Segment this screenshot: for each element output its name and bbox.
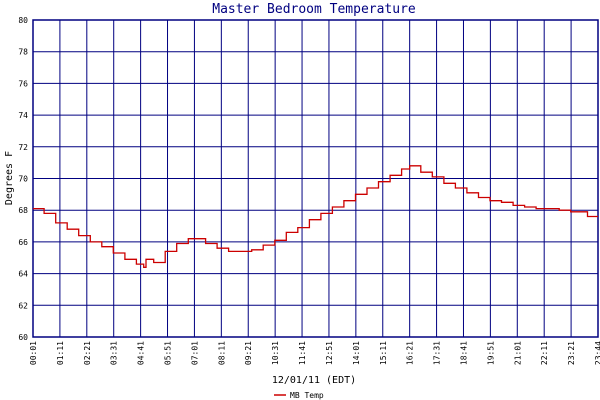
- x-tick-label: 01:11: [56, 341, 65, 365]
- x-tick-label: 23:21: [567, 341, 576, 365]
- y-tick-label: 76: [18, 79, 28, 88]
- y-axis-label: Degrees F: [4, 151, 15, 205]
- x-tick-label: 11:41: [298, 341, 307, 365]
- x-tick-label: 03:31: [110, 341, 119, 365]
- legend-label: MB Temp: [290, 391, 324, 400]
- y-tick-label: 80: [18, 16, 28, 25]
- x-tick-label: 22:11: [540, 341, 549, 365]
- x-tick-label: 10:31: [271, 341, 280, 365]
- y-tick-label: 68: [18, 206, 28, 215]
- y-tick-label: 64: [18, 270, 28, 279]
- x-tick-label: 15:11: [379, 341, 388, 365]
- series-layer: [33, 165, 598, 268]
- y-tick-label: 72: [18, 143, 28, 152]
- legend: MB Temp: [274, 391, 324, 400]
- x-tick-label: 19:51: [486, 341, 495, 365]
- x-tick-label: 18:41: [459, 341, 468, 365]
- grid: [32, 19, 599, 338]
- x-tick-label: 02:21: [83, 341, 92, 365]
- y-tick-label: 70: [18, 175, 28, 184]
- chart-title: Master Bedroom Temperature: [212, 2, 416, 17]
- x-tick-label: 08:11: [217, 341, 226, 365]
- x-axis-ticks: 00:01 01:11 02:21 03:31 04:41 05:51 07:01 08:11…: [29, 341, 600, 365]
- x-tick-label: 09:21: [244, 341, 253, 365]
- x-tick-label: 14:01: [352, 341, 361, 365]
- y-tick-label: 78: [18, 48, 28, 57]
- y-tick-label: 62: [18, 301, 28, 310]
- x-axis-label: 12/01/11 (EDT): [272, 375, 356, 386]
- x-tick-label: 12:51: [325, 341, 334, 365]
- x-tick-label: 05:51: [164, 341, 173, 365]
- y-axis-ticks: 60 62 64 66 68 70 72 74 76 78 80: [18, 16, 28, 342]
- x-tick-label: 17:31: [433, 341, 442, 365]
- series-line-mb-temp: [33, 165, 598, 268]
- y-tick-label: 60: [18, 333, 28, 342]
- x-tick-label: 21:01: [513, 341, 522, 365]
- y-tick-label: 74: [18, 111, 28, 120]
- y-tick-label: 66: [18, 238, 28, 247]
- x-tick-label: 07:01: [190, 341, 199, 365]
- x-tick-label: 23:44: [594, 341, 600, 365]
- x-tick-label: 04:41: [137, 341, 146, 365]
- x-tick-label: 00:01: [29, 341, 38, 365]
- x-tick-label: 16:21: [406, 341, 415, 365]
